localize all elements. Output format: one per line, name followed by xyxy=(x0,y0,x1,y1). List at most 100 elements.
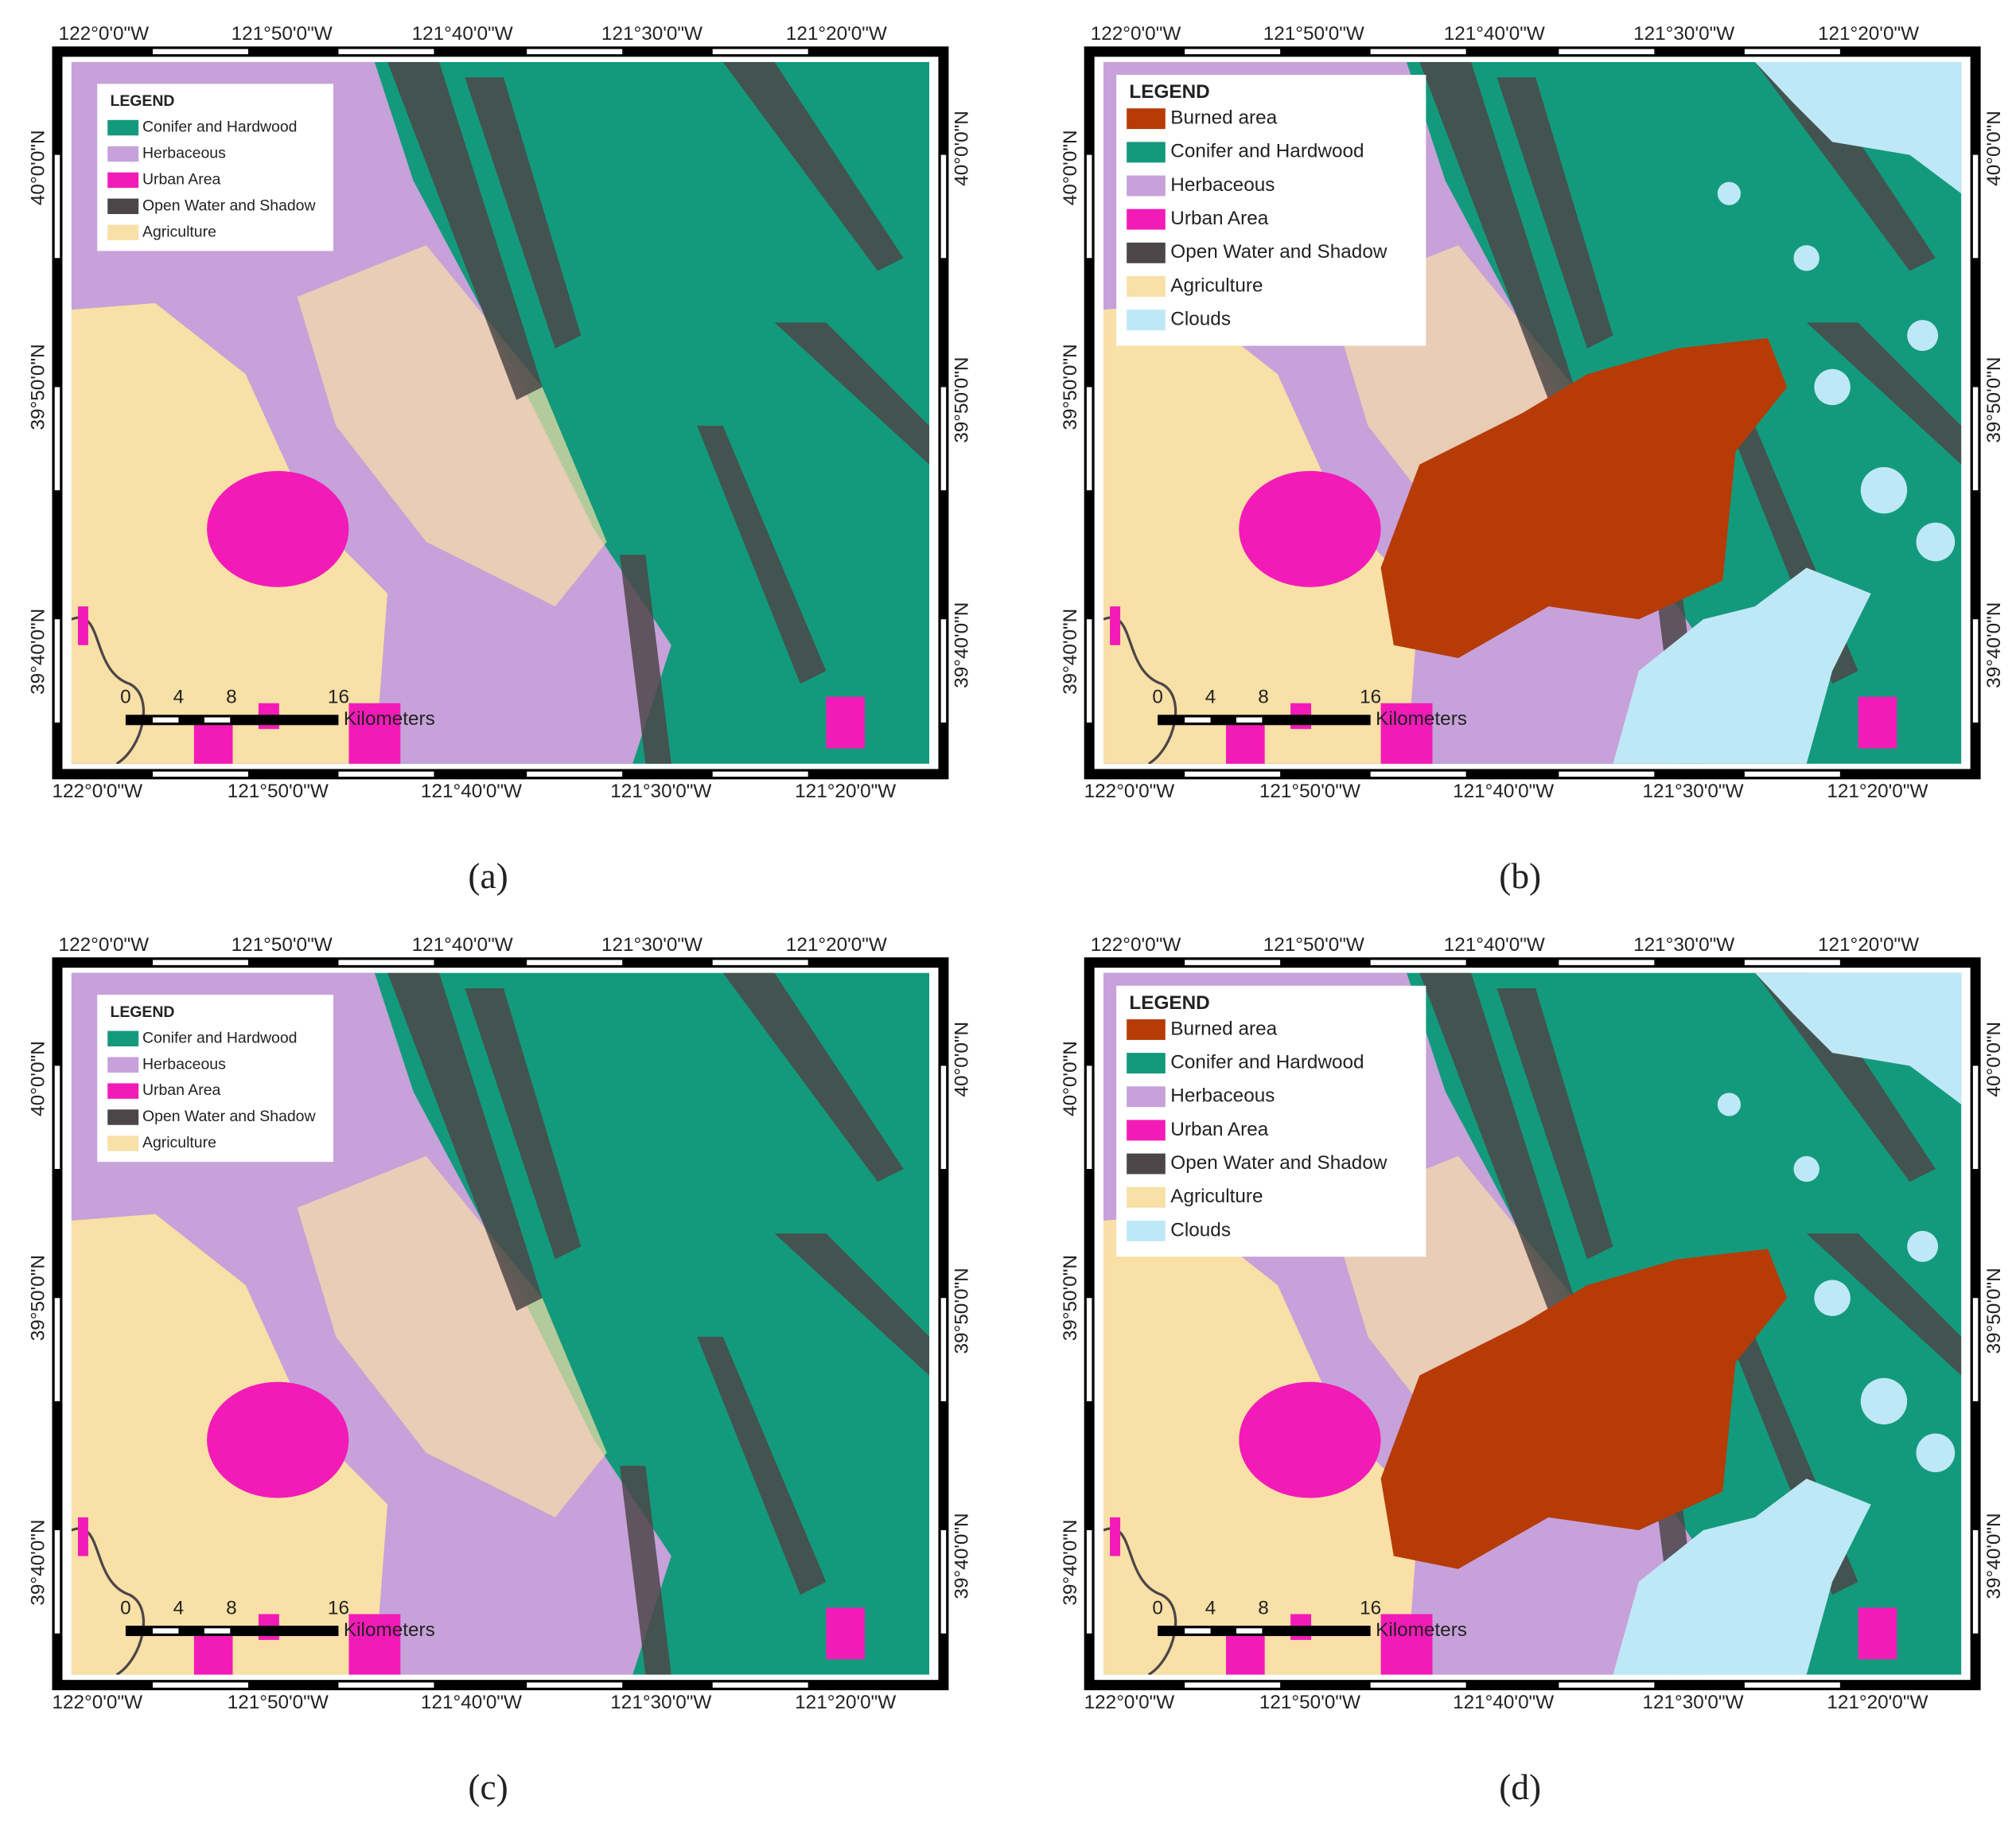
scale-segment xyxy=(152,1628,179,1634)
scale-bar xyxy=(125,1626,339,1637)
y-label-right: 39°40'0"N xyxy=(1983,602,2005,688)
legend-label: Burned area xyxy=(1170,1018,1277,1039)
urban-patch xyxy=(193,723,233,764)
legend-title: LEGEND xyxy=(1129,992,1209,1014)
water-shadow xyxy=(722,61,904,271)
scale-segment xyxy=(152,717,179,723)
x-label-top: 122°0'0"W xyxy=(59,934,150,956)
x-label-top: 122°0'0"W xyxy=(1091,934,1181,956)
agriculture-streaks xyxy=(297,245,607,607)
y-label-left: 39°40'0"N xyxy=(28,609,49,695)
legend-box xyxy=(97,84,333,251)
scale-segment xyxy=(1236,717,1263,723)
x-label-bottom: 122°0'0"W xyxy=(52,781,142,802)
cloud-patch xyxy=(1793,245,1819,271)
urban-area xyxy=(1239,1381,1381,1498)
legend-swatch xyxy=(1127,1053,1166,1074)
agriculture-streaks xyxy=(297,1155,607,1517)
panel-label: (a) xyxy=(468,856,508,896)
scale-label: 16 xyxy=(328,1597,349,1619)
burned-area xyxy=(1380,1249,1788,1569)
scale-unit: Kilometers xyxy=(1376,1619,1467,1641)
x-label-top: 121°40'0"W xyxy=(1444,934,1545,956)
legend-label: Open Water and Shadow xyxy=(142,197,317,214)
legend-swatch xyxy=(1127,1120,1166,1141)
y-label-left: 39°40'0"N xyxy=(1060,1520,1081,1606)
legend-label: Urban Area xyxy=(1170,1119,1268,1140)
scale-segment xyxy=(204,1628,231,1634)
x-label-bottom: 121°30'0"W xyxy=(1642,1692,1743,1713)
water-shadow xyxy=(1496,988,1613,1260)
x-label-bottom: 121°40'0"W xyxy=(1453,781,1554,802)
burned-area xyxy=(1380,337,1788,658)
y-label-right: 39°50'0"N xyxy=(952,357,973,443)
water-shadow xyxy=(465,77,582,349)
y-label-left: 40°0'0"N xyxy=(1060,130,1081,205)
cloud-patch xyxy=(1916,1433,1956,1473)
water-shadow xyxy=(1754,61,1936,271)
urban-patch xyxy=(77,606,88,645)
water-shadow xyxy=(722,972,904,1182)
map-panel: 122°0'0"W 122°0'0"W 121°50'0"W 121°50'0"W 12… xyxy=(28,934,973,1807)
x-label-top: 122°0'0"W xyxy=(59,23,150,45)
legend-label: Clouds xyxy=(1170,309,1231,330)
cloud-patch xyxy=(1907,1230,1939,1262)
legend-label: Urban Area xyxy=(142,170,221,188)
legend-label: Herbaceous xyxy=(1170,174,1275,196)
water-shadow xyxy=(774,322,930,465)
x-label-bottom: 121°50'0"W xyxy=(228,1692,329,1713)
cloud-patch xyxy=(1814,368,1851,406)
legend-label: Agriculture xyxy=(1170,1186,1263,1207)
urban-patch xyxy=(1110,606,1121,645)
y-label-right: 39°40'0"N xyxy=(952,1513,973,1599)
legend-swatch xyxy=(107,198,139,215)
y-label-left: 40°0'0"N xyxy=(28,1041,49,1116)
legend-swatch xyxy=(107,146,139,162)
x-label-bottom: 121°20'0"W xyxy=(795,1692,896,1713)
map-panel: 122°0'0"W 122°0'0"W 121°50'0"W 121°50'0"W 12… xyxy=(28,23,973,896)
water-shadow xyxy=(619,555,671,764)
y-label-right: 39°50'0"N xyxy=(1983,1268,2005,1354)
urban-patch xyxy=(826,1607,866,1660)
x-label-bottom: 121°40'0"W xyxy=(421,1692,522,1713)
x-label-bottom: 122°0'0"W xyxy=(1084,1692,1175,1713)
legend-swatch xyxy=(107,119,139,136)
y-label-right: 39°40'0"N xyxy=(952,602,973,688)
legend-label: Agriculture xyxy=(142,223,216,240)
legend-label: Agriculture xyxy=(1170,275,1263,296)
legend-label: Herbaceous xyxy=(142,145,226,162)
river xyxy=(1103,1527,1177,1675)
y-label-right: 39°50'0"N xyxy=(1983,357,2005,443)
legend-swatch xyxy=(1127,1086,1166,1108)
x-label-bottom: 121°50'0"W xyxy=(1259,781,1360,802)
scale-label: 8 xyxy=(226,1597,237,1619)
water-shadow xyxy=(465,988,582,1260)
legend-label: Burned area xyxy=(1170,107,1277,129)
scale-label: 0 xyxy=(1152,687,1163,708)
x-label-top: 121°50'0"W xyxy=(1263,23,1364,45)
x-label-bottom: 121°40'0"W xyxy=(421,781,522,802)
legend-swatch xyxy=(107,1057,139,1073)
x-label-bottom: 121°20'0"W xyxy=(1827,781,1928,802)
clouds-region xyxy=(1613,1478,1871,1675)
scale-label: 0 xyxy=(120,687,131,708)
scale-segment xyxy=(204,717,231,723)
x-label-top: 121°20'0"W xyxy=(786,23,887,45)
y-label-left: 39°50'0"N xyxy=(28,1255,49,1341)
x-label-top: 121°30'0"W xyxy=(601,934,702,956)
x-label-top: 121°50'0"W xyxy=(1263,934,1364,956)
water-shadow xyxy=(1754,972,1936,1182)
water-shadow xyxy=(774,1233,930,1376)
y-label-left: 39°50'0"N xyxy=(1060,344,1081,430)
urban-area xyxy=(1239,470,1381,587)
x-label-top: 121°20'0"W xyxy=(1818,934,1919,956)
urban-patch xyxy=(348,1614,401,1675)
legend-label: Open Water and Shadow xyxy=(1170,241,1387,263)
x-label-bottom: 121°20'0"W xyxy=(1827,1692,1928,1713)
urban-patch xyxy=(1226,1633,1265,1675)
scale-label: 16 xyxy=(1360,687,1381,708)
legend-swatch xyxy=(1127,310,1166,331)
legend-swatch xyxy=(1127,175,1166,197)
water-shadow xyxy=(1496,77,1613,349)
